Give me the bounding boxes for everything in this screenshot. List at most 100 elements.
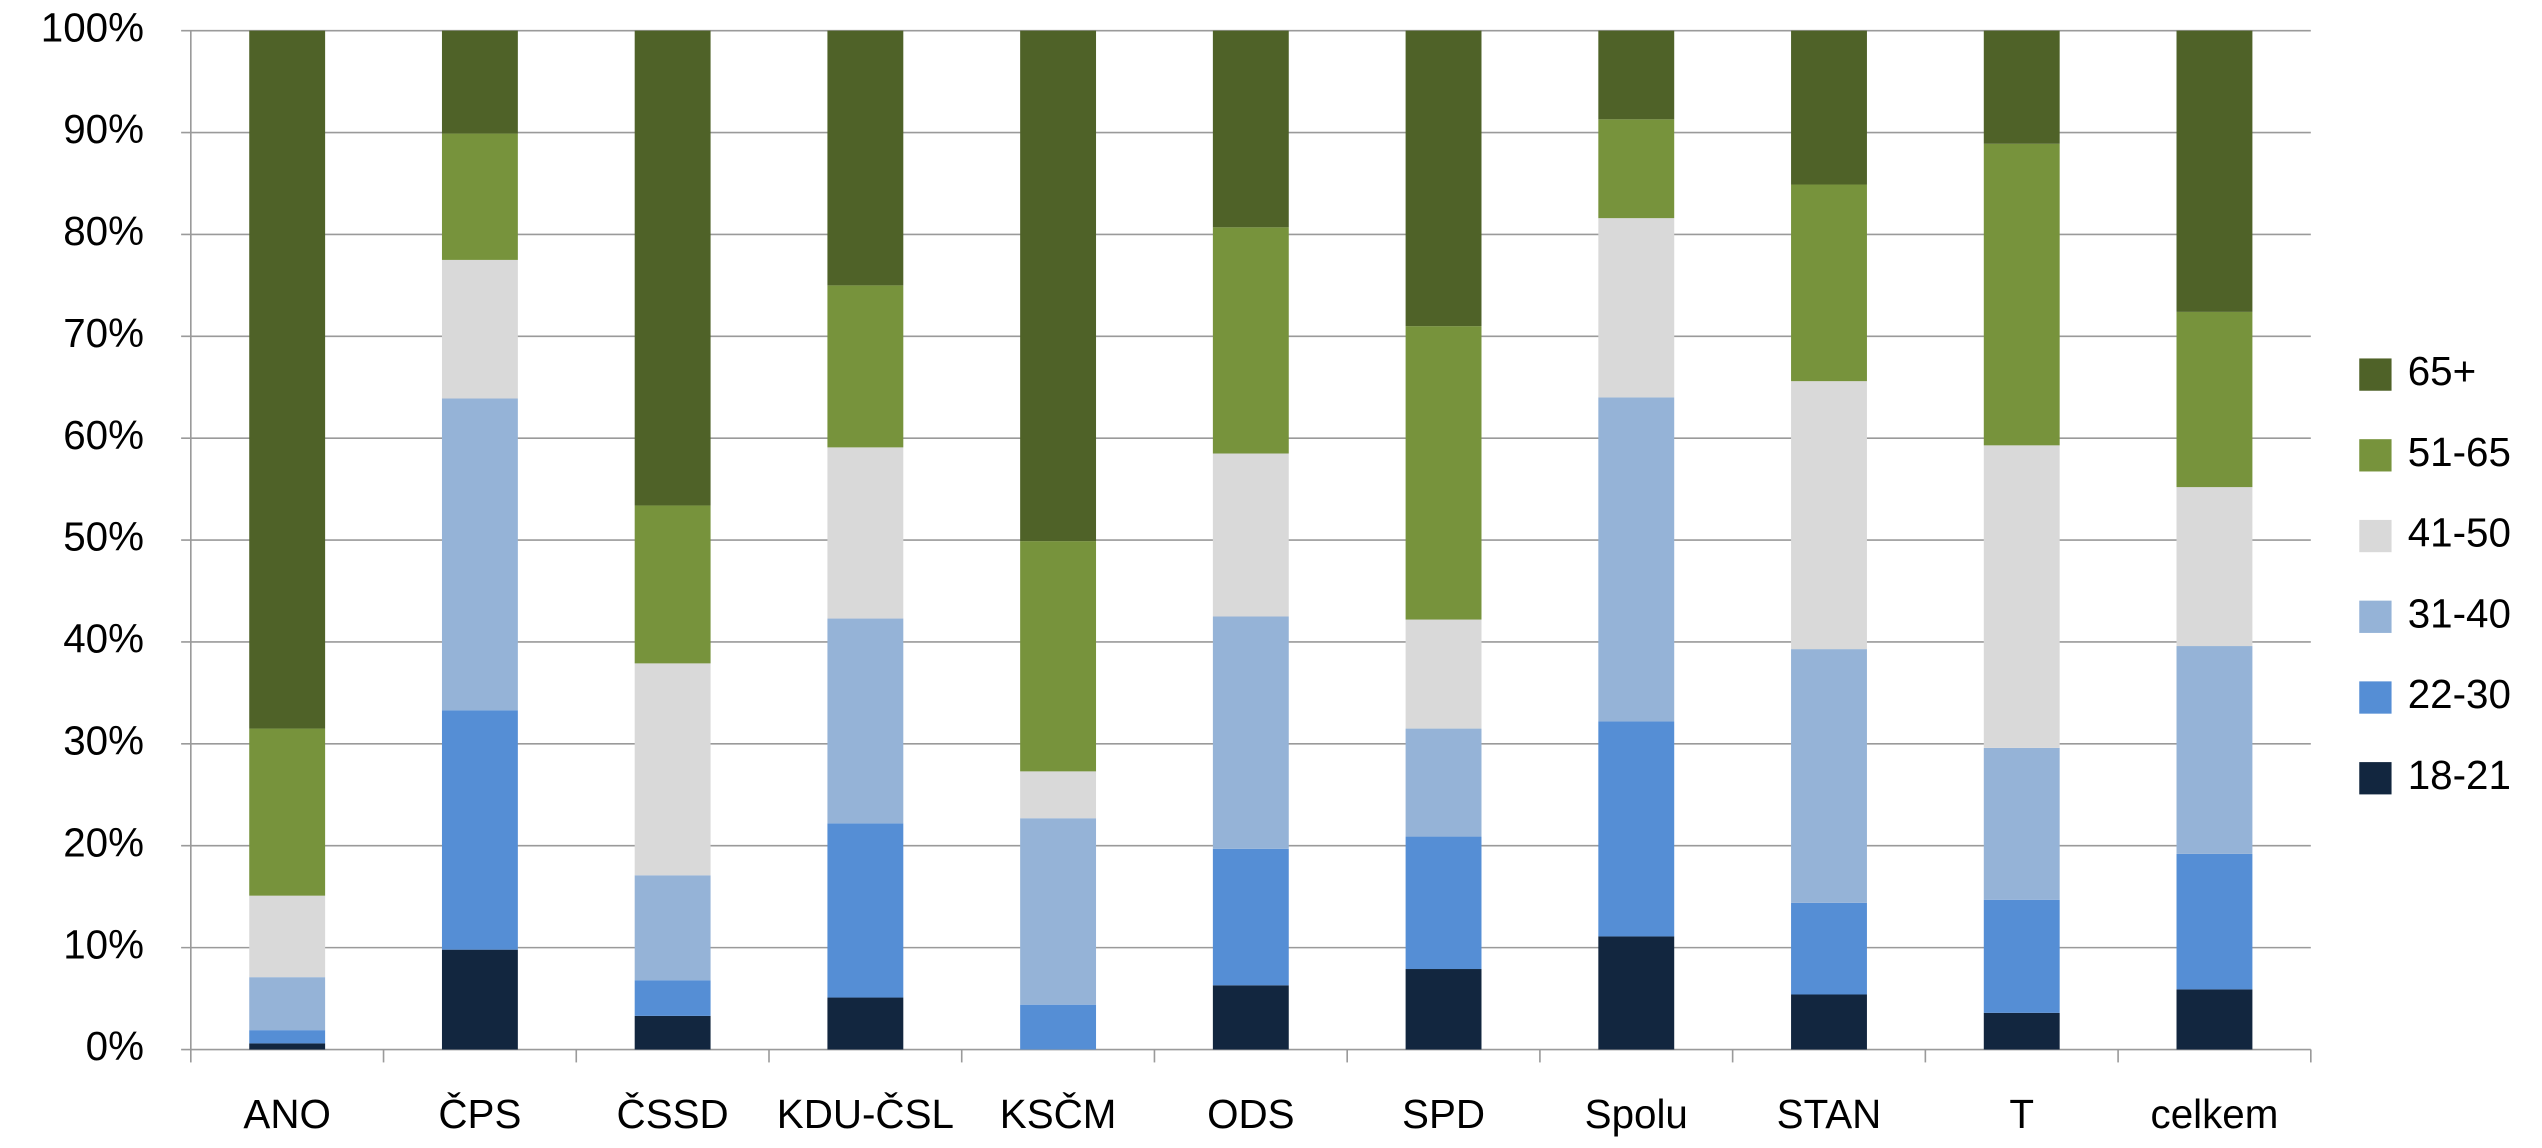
x-tick-label: KSČM [1000, 1091, 1117, 1137]
legend-swatch [2359, 600, 2392, 633]
bar-segment [1791, 649, 1867, 903]
bar-segment [827, 447, 904, 619]
bar-segment [1983, 747, 2060, 900]
bar-segment [2176, 853, 2253, 990]
y-tick-label: 70% [63, 310, 144, 356]
x-tick-label: ČSSD [617, 1091, 729, 1137]
bar-segment [1598, 721, 1675, 937]
bar-segment [1791, 902, 1867, 995]
y-tick-label: 80% [63, 208, 144, 254]
bar-segment [1405, 326, 1482, 620]
legend-label: 18-21 [2408, 752, 2511, 798]
bar-segment [827, 618, 904, 824]
x-tick-label: ODS [1207, 1091, 1294, 1137]
y-tick-label: 90% [63, 106, 144, 152]
bar-segment [1983, 30, 2060, 144]
bar-segment [1983, 899, 2060, 1013]
bar-segment [1020, 818, 1097, 1005]
x-tick-label: ČPS [438, 1091, 521, 1137]
legend-label: 22-30 [2408, 671, 2511, 717]
y-tick-label: 20% [63, 819, 144, 865]
bar-segment [441, 710, 518, 950]
bar-segment [1020, 541, 1097, 772]
y-tick-label: 40% [63, 616, 144, 662]
bar-segment [249, 977, 326, 1031]
legend-label: 51-65 [2408, 429, 2511, 475]
x-tick-label: ANO [243, 1091, 330, 1137]
x-tick-label: STAN [1777, 1091, 1882, 1137]
bar-segment [634, 1015, 711, 1050]
bar-segment [1598, 218, 1675, 398]
bar-segment [634, 980, 711, 1016]
bar-segment [2176, 30, 2253, 312]
y-tick-label: 10% [63, 921, 144, 967]
bar-segment [1983, 445, 2060, 748]
bar-segment [1598, 30, 1675, 120]
bar-segment [827, 997, 904, 1050]
legend-swatch [2359, 762, 2392, 795]
bar-segment [441, 949, 518, 1050]
x-tick-label: KDU-ČSL [777, 1091, 954, 1137]
bar-segment [1212, 453, 1289, 617]
bar-segment [827, 285, 904, 448]
bar-segment [634, 505, 711, 664]
bar-segment [1212, 227, 1289, 454]
bar-segment [2176, 989, 2253, 1050]
bar-segment [441, 259, 518, 399]
bar-segment [1020, 771, 1097, 819]
bar-segment [1598, 397, 1675, 722]
bar-segment [1598, 936, 1675, 1050]
bar-segment [1405, 619, 1482, 729]
bar-segment [1405, 969, 1482, 1050]
y-tick-label: 50% [63, 514, 144, 560]
bar-segment [249, 728, 326, 896]
bar-segment [1212, 985, 1289, 1050]
bar-segment [1212, 848, 1289, 986]
legend-label: 65+ [2408, 348, 2476, 394]
bar-segment [634, 663, 711, 876]
y-tick-label: 0% [86, 1023, 144, 1069]
bar-segment [1212, 30, 1289, 228]
bar-segment [634, 30, 711, 506]
bar-segment [441, 398, 518, 711]
y-tick-label: 100% [41, 4, 144, 50]
bar-segment [1020, 1004, 1097, 1050]
y-tick-label: 30% [63, 718, 144, 764]
bar-segment [2176, 646, 2253, 854]
bar-segment [249, 1043, 326, 1050]
bar-segment [1983, 143, 2060, 446]
bar-segment [1212, 616, 1289, 849]
bar-segment [1791, 30, 1867, 185]
bar-segment [2176, 487, 2253, 647]
bar-segment [827, 823, 904, 998]
bar-segment [827, 30, 904, 286]
bar-segment [441, 133, 518, 260]
legend-label: 41-50 [2408, 510, 2511, 556]
bar-segment [2176, 311, 2253, 488]
bar-segment [1405, 728, 1482, 837]
y-tick-label: 60% [63, 412, 144, 458]
bar-segment [1983, 1012, 2060, 1050]
bar-segment [634, 875, 711, 981]
legend-swatch [2359, 681, 2392, 714]
x-tick-label: T [2009, 1091, 2034, 1137]
x-tick-label: SPD [1402, 1091, 1485, 1137]
legend-label: 31-40 [2408, 590, 2511, 636]
legend-swatch [2359, 519, 2392, 553]
bar-segment [249, 895, 326, 978]
bar-segment [249, 30, 326, 729]
legend-swatch [2359, 358, 2392, 391]
legend-swatch [2359, 439, 2392, 472]
x-tick-label: Spolu [1585, 1091, 1688, 1137]
bar-segment [1791, 381, 1867, 650]
bar-segment [1791, 184, 1867, 382]
bar-segment [1598, 119, 1675, 219]
x-tick-label: celkem [2151, 1091, 2279, 1137]
bar-segment [1020, 30, 1097, 542]
bar-segment [1405, 30, 1482, 327]
bar-segment [441, 30, 518, 134]
bar-segment [1791, 994, 1867, 1050]
bar-segment [1405, 836, 1482, 970]
bar-segment [249, 1030, 326, 1044]
